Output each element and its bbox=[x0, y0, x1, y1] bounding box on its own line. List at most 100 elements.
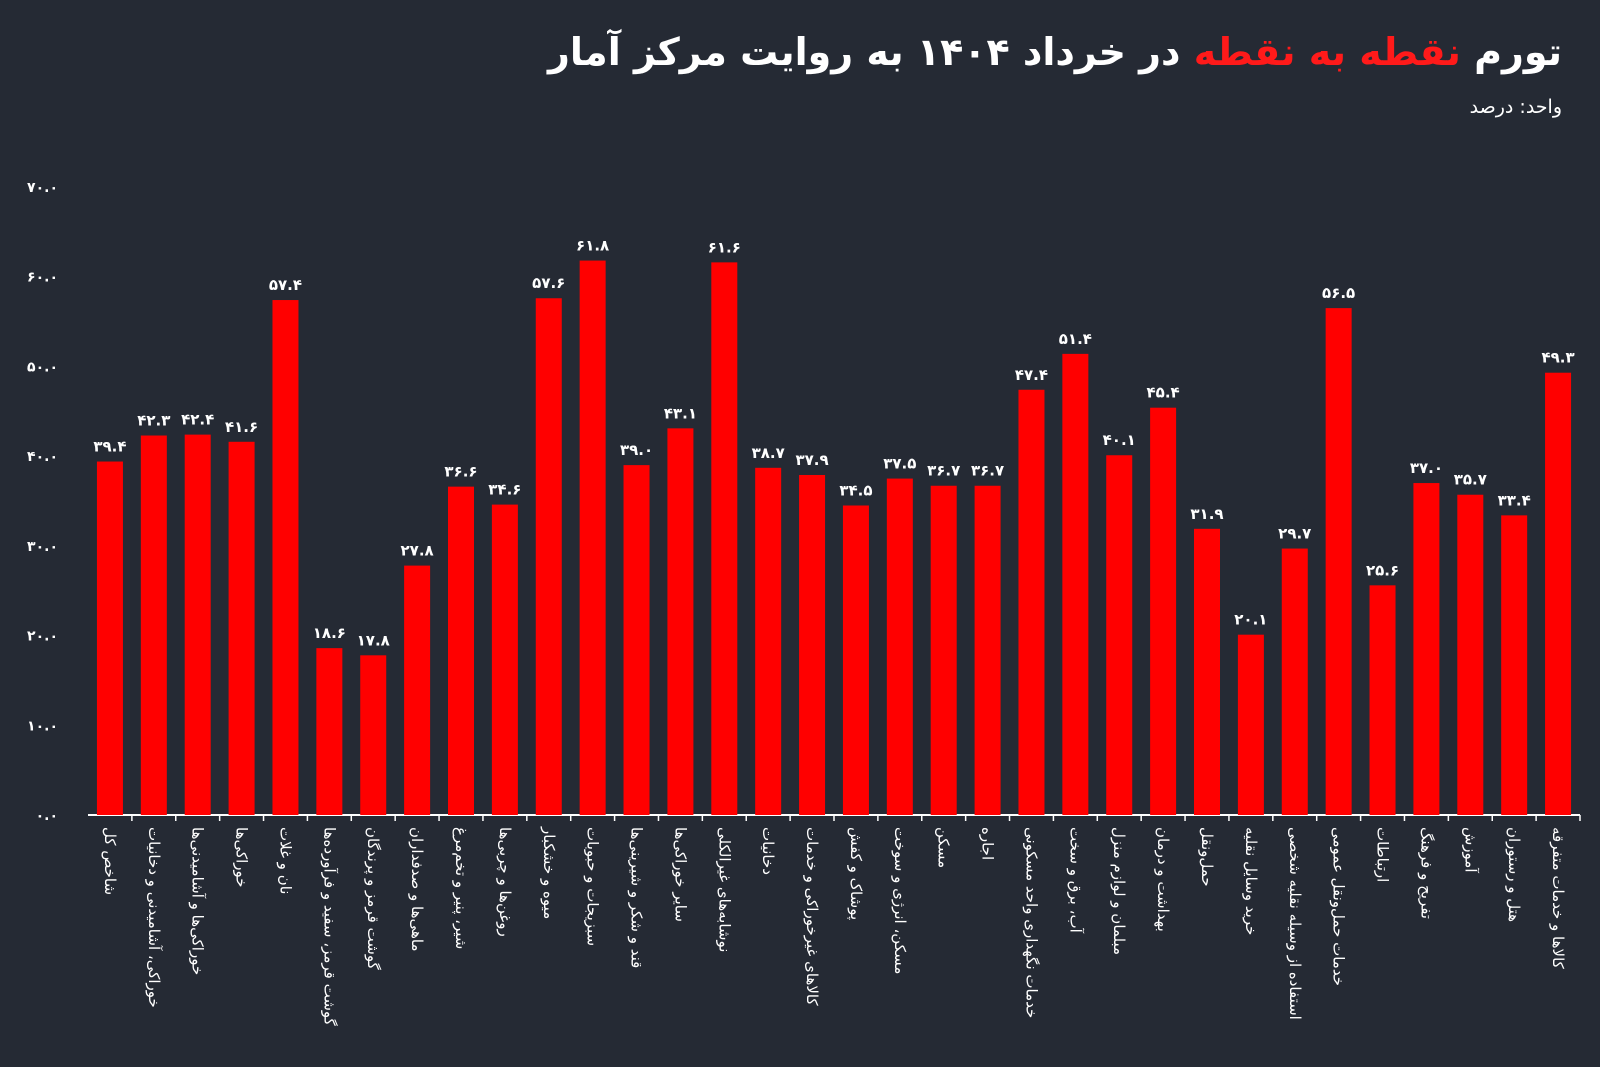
category-label: میوه و خشکبار bbox=[540, 826, 558, 919]
y-tick-label: ۷۰.۰ bbox=[27, 180, 58, 196]
bar bbox=[886, 478, 913, 815]
bar bbox=[448, 486, 474, 815]
bar bbox=[1150, 407, 1177, 815]
category-label: قند و شکر و شیرینی‌ها bbox=[628, 827, 646, 968]
bar-value-label: ۴۰.۱ bbox=[1103, 431, 1136, 449]
category-label: شاخص کل bbox=[101, 827, 119, 895]
category-label: دخانیات bbox=[759, 827, 777, 875]
bar bbox=[1237, 634, 1264, 815]
bar bbox=[667, 428, 694, 815]
category-label: گوشت قرمز، سفید و فرآورده‌ها bbox=[320, 827, 338, 1027]
bar-value-label: ۱۷.۸ bbox=[357, 631, 390, 649]
category-label: مبلمان و لوازم منزل bbox=[1110, 827, 1128, 955]
bar-value-label: ۳۱.۹ bbox=[1190, 505, 1223, 523]
bar-value-label: ۶۱.۸ bbox=[576, 237, 609, 255]
bar-value-label: ۴۱.۶ bbox=[225, 418, 258, 436]
bar-value-label: ۲۷.۸ bbox=[401, 542, 434, 560]
category-label: آب، برق و سخت bbox=[1066, 827, 1084, 934]
category-label: خوراکی‌ها bbox=[233, 827, 251, 888]
bar bbox=[1501, 515, 1528, 815]
bar bbox=[272, 300, 299, 815]
bar-value-label: ۳۶.۶ bbox=[444, 463, 477, 481]
bar bbox=[1457, 494, 1484, 815]
bar bbox=[1062, 353, 1089, 815]
category-label: سایر خوراکی‌ها bbox=[671, 827, 689, 922]
bar-value-label: ۳۳.۴ bbox=[1498, 491, 1531, 509]
category-label: مسکن، انرژی و سوخت bbox=[891, 827, 909, 974]
bar bbox=[228, 441, 255, 815]
bar-value-label: ۳۶.۷ bbox=[971, 462, 1004, 480]
chart-title: تورم نقطه به نقطه در خرداد ۱۴۰۴ به روایت… bbox=[548, 30, 1562, 74]
category-label: روغن‌ها و چربی‌ها bbox=[496, 827, 514, 937]
bar-value-label: ۲۰.۱ bbox=[1234, 611, 1267, 629]
bar-value-label: ۲۹.۷ bbox=[1278, 525, 1311, 543]
bar bbox=[799, 474, 826, 815]
bar-value-label: ۶۱.۶ bbox=[708, 238, 741, 256]
bar bbox=[974, 485, 1001, 815]
category-label: کالاها و خدمات متفرقه bbox=[1549, 827, 1567, 970]
category-label: بهداشت و درمان bbox=[1154, 827, 1172, 932]
y-tick-label: ۲۰.۰ bbox=[27, 629, 58, 645]
bar bbox=[96, 461, 123, 815]
bar bbox=[1325, 308, 1352, 815]
bar bbox=[623, 465, 650, 815]
bar bbox=[1106, 455, 1133, 815]
category-label: ماهی‌ها و صدفداران bbox=[408, 827, 426, 952]
bar-value-label: ۴۹.۳ bbox=[1541, 349, 1574, 367]
category-label: گوشت قرمز و پرندگان bbox=[363, 827, 382, 971]
bar-value-label: ۵۷.۴ bbox=[269, 276, 302, 294]
bar bbox=[535, 298, 562, 815]
y-tick-label: ۱۰.۰ bbox=[27, 718, 58, 734]
category-label: شیر، پنیر و تخم‌مرغ bbox=[451, 827, 470, 949]
bar-value-label: ۴۲.۴ bbox=[181, 411, 214, 429]
bar bbox=[579, 260, 606, 816]
category-label: خدمات حمل‌ونقل عمومی bbox=[1330, 827, 1348, 986]
category-label: خدمات نگهداری واحد مسکونی bbox=[1022, 827, 1040, 1018]
bar bbox=[842, 505, 869, 815]
category-label: خرید وسایل نقلیه bbox=[1242, 827, 1260, 935]
category-label: سبزیجات و حبوبات bbox=[584, 827, 602, 946]
bar-value-label: ۲۵.۶ bbox=[1366, 561, 1399, 579]
bar-value-label: ۳۴.۶ bbox=[488, 481, 521, 499]
bar-value-label: ۴۷.۴ bbox=[1015, 366, 1048, 384]
bar bbox=[1018, 389, 1045, 815]
category-label: خوراکی، آشامیدنی و دخانیات bbox=[145, 827, 163, 1008]
bar-value-label: ۵۱.۴ bbox=[1059, 330, 1092, 348]
bar-value-label: ۳۹.۰ bbox=[620, 441, 653, 459]
bar-value-label: ۵۶.۵ bbox=[1322, 284, 1355, 302]
title-part2: در خرداد ۱۴۰۴ به روایت مرکز آمار bbox=[548, 30, 1181, 74]
category-label: نوشابه‌های غیرالکلی bbox=[715, 827, 733, 952]
y-tick-label: ۵۰.۰ bbox=[27, 359, 58, 375]
category-label: حمل‌ونقل bbox=[1198, 827, 1216, 887]
category-label: مسکن bbox=[935, 827, 953, 868]
category-label: هتل و رستوران bbox=[1505, 827, 1523, 922]
bar bbox=[316, 648, 343, 815]
bar-value-label: ۳۵.۷ bbox=[1454, 471, 1487, 489]
bar-value-label: ۴۲.۳ bbox=[137, 412, 170, 430]
category-label: تفریح و فرهنگ bbox=[1417, 827, 1435, 919]
bar bbox=[184, 434, 211, 815]
bar bbox=[755, 467, 782, 815]
bar bbox=[491, 504, 518, 815]
bar-value-label: ۳۶.۷ bbox=[927, 462, 960, 480]
category-label: پوشاک و کفش bbox=[846, 827, 865, 920]
bar-value-label: ۴۳.۱ bbox=[664, 404, 697, 422]
category-label: خوراکی‌ها و آشامیدنی‌ها bbox=[189, 827, 207, 975]
bar-value-label: ۱۸.۶ bbox=[313, 624, 346, 642]
bar bbox=[1369, 585, 1396, 815]
bar-value-label: ۳۷.۰ bbox=[1410, 459, 1443, 477]
bar-value-label: ۳۷.۹ bbox=[795, 451, 828, 469]
bar bbox=[1194, 528, 1220, 815]
bar-value-label: ۳۷.۵ bbox=[883, 455, 916, 473]
bar-value-label: ۳۹.۴ bbox=[93, 438, 126, 456]
bar bbox=[360, 655, 387, 815]
category-label: استفاده از وسیله نقلیه شخصی bbox=[1286, 827, 1304, 1020]
bar bbox=[930, 485, 957, 815]
bar bbox=[1413, 483, 1440, 815]
chart-unit-subtitle: واحد: درصد bbox=[1469, 96, 1562, 118]
bar bbox=[1545, 372, 1572, 815]
y-tick-label: ۳۰.۰ bbox=[27, 539, 58, 555]
bar-value-label: ۵۷.۶ bbox=[532, 274, 565, 292]
bar-value-label: ۳۸.۷ bbox=[752, 444, 785, 462]
